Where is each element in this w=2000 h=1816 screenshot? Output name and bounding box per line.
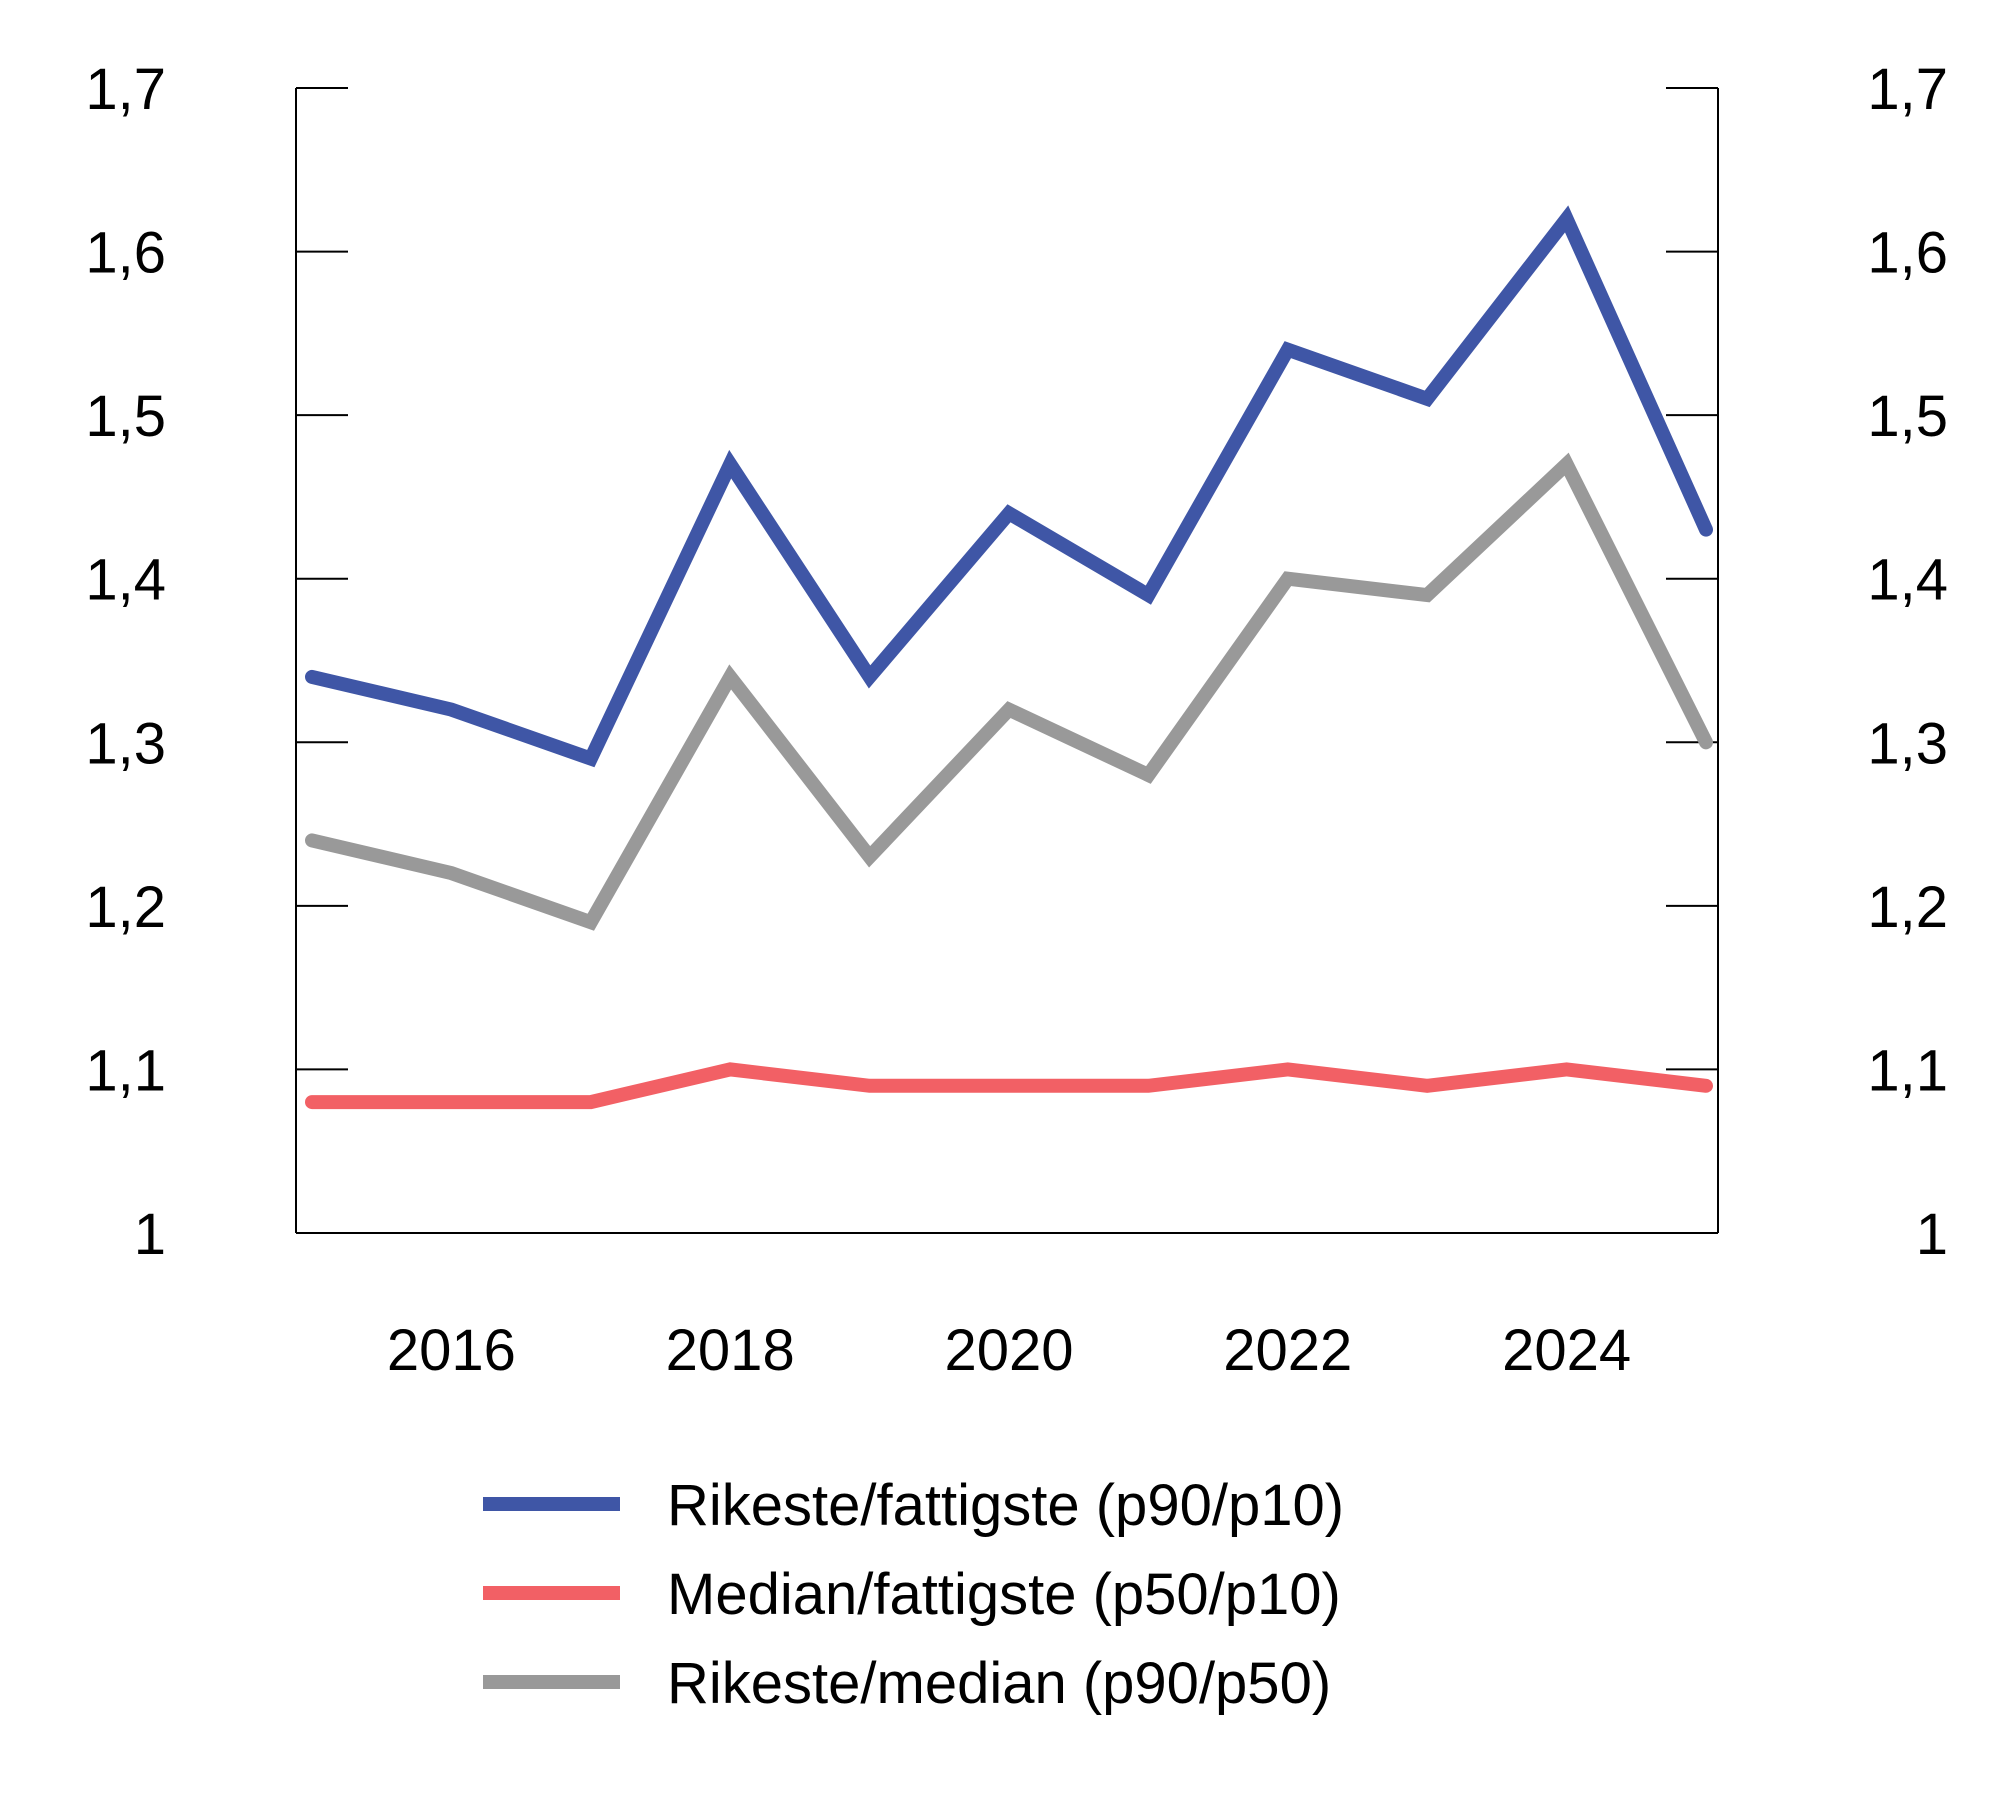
y-tick-label-left: 1,2 — [85, 875, 166, 940]
y-tick-label-left: 1,5 — [85, 384, 166, 449]
y-tick-label-left: 1 — [134, 1202, 166, 1267]
legend-label-3: Rikeste/median (p90/p50) — [667, 1651, 1331, 1716]
series-line-3 — [305, 452, 1713, 931]
chart-legend: Rikeste/fattigste (p90/p10) Median/fattig… — [483, 1473, 1344, 1716]
x-tick-label: 2024 — [1502, 1318, 1631, 1383]
legend-label-2: Median/fattigste (p50/p10) — [667, 1562, 1341, 1627]
y-tick-label-right: 1,4 — [1867, 548, 1948, 613]
x-tick-label: 2020 — [944, 1318, 1073, 1383]
y-tick-label-right: 1,1 — [1867, 1038, 1948, 1103]
y-tick-label-left: 1,4 — [85, 548, 166, 613]
x-tick-label: 2016 — [387, 1318, 516, 1383]
y-tick-label-right: 1,2 — [1867, 875, 1948, 940]
chart-axes: 1 1 1,1 1,1 1,2 1,2 1,3 1,3 1,4 1,4 1,5 1,5 1,6 1,6 1,… — [85, 57, 1948, 1383]
y-tick-label-right: 1 — [1916, 1202, 1948, 1267]
y-tick-label-right: 1,7 — [1867, 57, 1948, 122]
legend-label-1: Rikeste/fattigste (p90/p10) — [667, 1473, 1344, 1538]
y-tick-label-left: 1,3 — [85, 711, 166, 776]
y-tick-label-left: 1,6 — [85, 221, 166, 286]
y-tick-label-right: 1,6 — [1867, 221, 1948, 286]
y-tick-label-left: 1,7 — [85, 57, 166, 122]
x-tick-label: 2018 — [666, 1318, 795, 1383]
y-tick-label-left: 1,1 — [85, 1038, 166, 1103]
y-tick-label-right: 1,3 — [1867, 711, 1948, 776]
x-tick-label: 2022 — [1223, 1318, 1352, 1383]
y-tick-label-right: 1,5 — [1867, 384, 1948, 449]
series-line-2 — [305, 1062, 1713, 1110]
chart-series — [305, 205, 1713, 1110]
series-line-1 — [305, 205, 1713, 768]
